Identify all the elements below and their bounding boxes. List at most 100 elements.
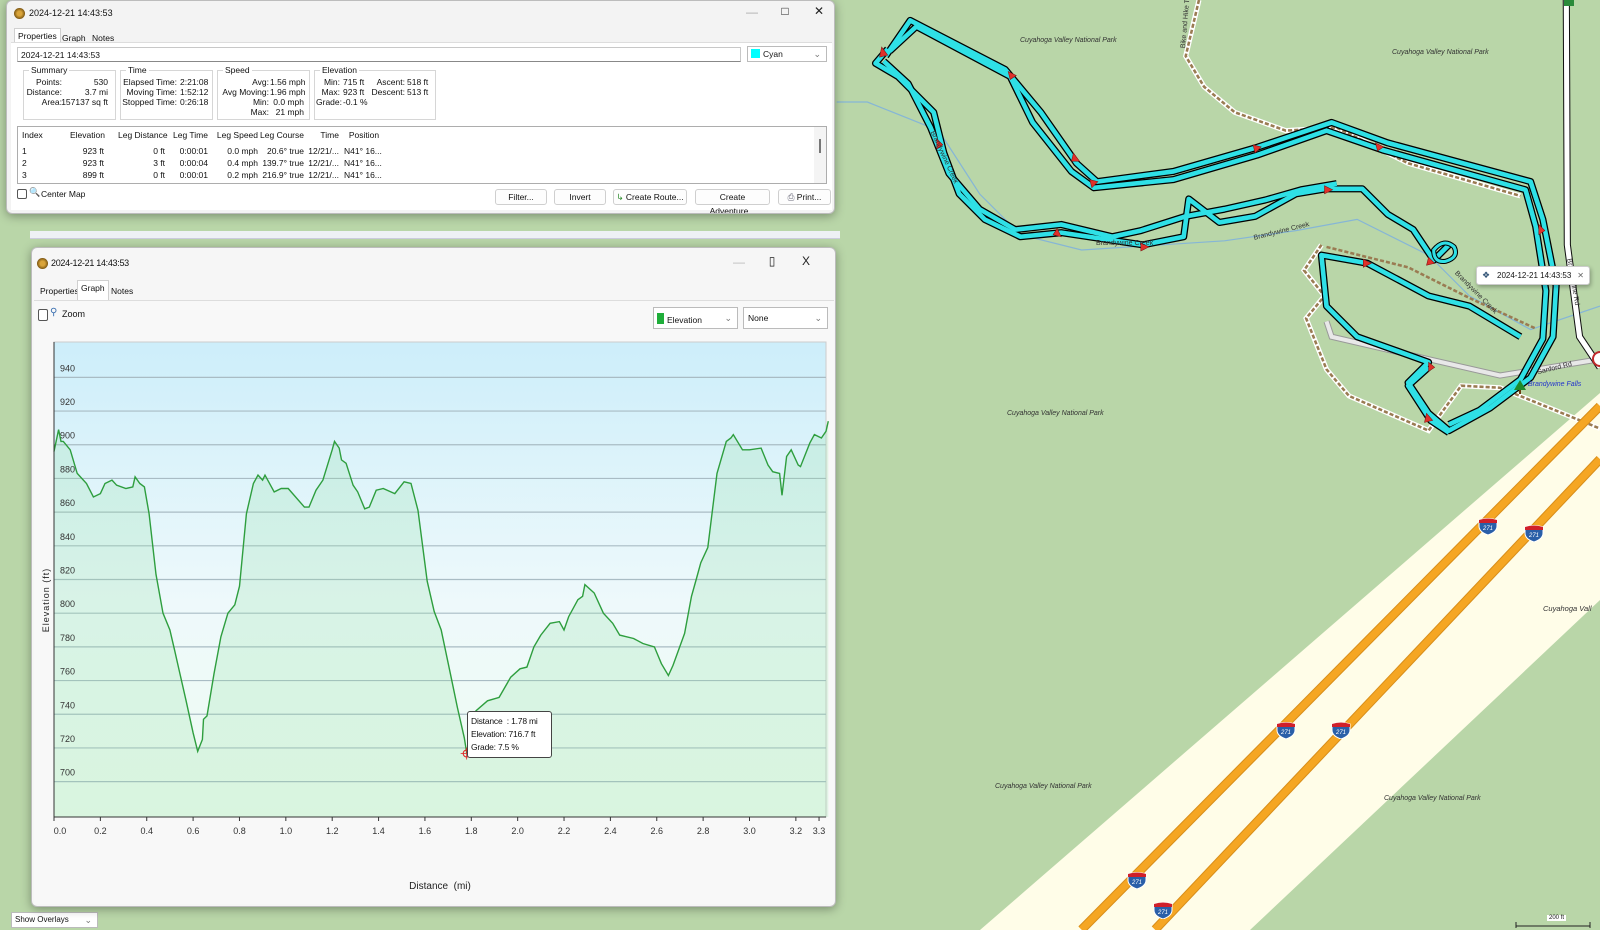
table-cell[interactable]: 0:00:01 [179,170,208,180]
elevation-values: 715 ft 923 ft -0.1 % [343,77,368,107]
title-bar[interactable]: 2024-12-21 14:43:53 — ▯ X [32,248,835,278]
table-cell[interactable]: 0 ft [153,170,165,180]
table-cell[interactable]: 0 ft [153,146,165,156]
time-group: Time Elapsed Time: Moving Time: Stopped Ti… [120,65,213,120]
table-cell[interactable]: 0.4 mph [227,158,258,168]
track-name-input[interactable]: 2024-12-21 14:43:53 [17,47,741,62]
table-cell[interactable]: 216.9° true [262,170,304,180]
speed-labels: Avg: Avg Moving: Min: Max: [222,77,269,117]
graph-panel: ⚲ Zoom Elevation ⌄ None ⌄ [34,300,834,904]
table-cell[interactable]: 3 ft [153,158,165,168]
table-cell[interactable]: N41° 16... [344,170,382,180]
color-swatch [751,49,760,58]
elevation-group: Elevation Min: Max: Grade: 715 ft 923 ft -0.… [314,65,436,120]
group-title: Time [126,65,149,75]
tab-notes[interactable]: Notes [92,33,115,43]
track-properties-window: 2024-12-21 14:43:53 — □ ✕ Properties Gra… [6,0,835,214]
minimize-button[interactable]: — [733,255,745,269]
direction-arrows [879,46,1546,423]
column-header[interactable]: Index [22,130,43,140]
chevron-down-icon: ⌄ [84,915,92,925]
svg-text:271: 271 [1335,730,1346,736]
table-cell[interactable]: 12/21/... [308,146,339,156]
column-header[interactable]: Position [348,130,380,140]
interstate-shield-icon: 271 [1127,871,1147,890]
interstate-shield-icon: 271 [1153,901,1173,920]
summary-labels: Points: Distance: Area: [26,77,62,107]
chevron-down-icon: ⌄ [814,313,822,323]
title-bar[interactable]: 2024-12-21 14:43:53 — □ ✕ [7,1,834,27]
speed-values: 1.56 mph 1.96 mph 0.0 mph 21 mph [270,77,306,117]
table-cell[interactable]: 139.7° true [262,158,304,168]
invert-button[interactable]: Invert [554,189,606,205]
park-label: Cuyahoga Valley National Park [1007,410,1104,417]
svg-text:271: 271 [1528,533,1539,539]
column-header[interactable]: Leg Time [173,130,208,140]
tab-properties[interactable]: Properties [40,286,79,296]
park-label: Cuyahoga Valley National Park [995,783,1092,790]
center-map-checkbox[interactable] [17,189,27,199]
tab-notes[interactable]: Notes [111,286,134,296]
create-route-button[interactable]: ↳ Create Route... [613,189,687,205]
tab-properties[interactable]: Properties [14,28,61,43]
table-cell[interactable]: 923 ft [82,158,104,168]
group-title: Elevation [320,65,359,75]
tab-graph[interactable]: Graph [62,33,86,43]
table-cell[interactable]: 1 [22,146,27,156]
interstate-shield-icon: 271 [1276,721,1296,740]
column-header[interactable]: Time [320,130,339,140]
footprints-icon: ❖ [1482,270,1491,280]
print-label: Print... [796,192,822,202]
elevation-labels: Min: Max: Grade: [316,77,342,107]
overlay-select[interactable]: Show Overlays ⌄ [11,912,98,928]
table-cell[interactable]: N41° 16... [344,158,382,168]
svg-text:271: 271 [1157,910,1168,916]
maximize-button[interactable]: ▯ [768,254,776,268]
park-label: Cuyahoga Valley National Park [1392,49,1489,56]
park-label: Cuyahoga Vall [1543,604,1592,613]
zoom-checkbox[interactable] [38,309,48,321]
close-button[interactable]: ✕ [813,4,825,18]
table-cell[interactable]: 12/21/... [308,158,339,168]
column-header[interactable]: Leg Course [260,130,304,140]
gps-track [871,16,1560,436]
table-cell[interactable]: 20.6° true [267,146,304,156]
tooltip-elevation: Elevation: 716.7 ft [471,729,536,739]
table-cell[interactable]: 923 ft [82,146,104,156]
tooltip-distance: Distance : 1.78 mi [471,716,538,726]
table-cell[interactable]: 0:00:01 [179,146,208,156]
minimize-button[interactable]: — [746,5,758,19]
create-adventure-button[interactable]: Create Adventure... [695,189,770,213]
park-label: Cuyahoga Valley National Park [1384,795,1481,802]
tab-graph[interactable]: Graph [77,280,109,300]
primary-graph-select[interactable]: Elevation ⌄ [653,307,738,329]
primary-select-value: Elevation [667,315,702,325]
flag-label: 2024-12-21 14:43:53 [1497,271,1572,280]
table-cell[interactable]: 12/21/... [308,170,339,180]
column-header[interactable]: Leg Speed [216,130,258,140]
secondary-select-value: None [748,313,769,323]
poi-label[interactable]: Brandywine Falls [1528,381,1582,388]
trackpoint-table[interactable]: Index Elevation Leg Distance Leg Time Leg Sp… [17,126,827,184]
table-cell[interactable]: 0.2 mph [227,170,258,180]
close-icon[interactable]: ✕ [1577,271,1584,280]
app-icon [37,258,48,269]
track-flag[interactable]: ❖ 2024-12-21 14:43:53 ✕ [1476,266,1590,285]
table-cell[interactable]: 3 [22,170,27,180]
scrollbar[interactable] [814,127,826,183]
table-cell[interactable]: N41° 16... [344,146,382,156]
column-header[interactable]: Leg Distance [118,130,168,140]
table-cell[interactable]: 0:00:04 [179,158,208,168]
table-cell[interactable]: 0.0 mph [227,146,258,156]
maximize-button[interactable]: □ [781,4,789,18]
print-button[interactable]: ⎙ Print... [778,189,831,205]
secondary-graph-select[interactable]: None ⌄ [743,307,828,329]
table-cell[interactable]: 899 ft [82,170,104,180]
filter-button[interactable]: Filter... [495,189,547,205]
color-select[interactable]: Cyan ⌄ [747,46,827,62]
table-cell[interactable]: 2 [22,158,27,168]
creek-label: Brandywine Creek [1096,240,1154,247]
close-button[interactable]: X [801,254,810,268]
graph-tooltip: Distance : 1.78 mi Elevation: 716.7 ft G… [467,711,552,758]
column-header[interactable]: Elevation [70,130,105,140]
